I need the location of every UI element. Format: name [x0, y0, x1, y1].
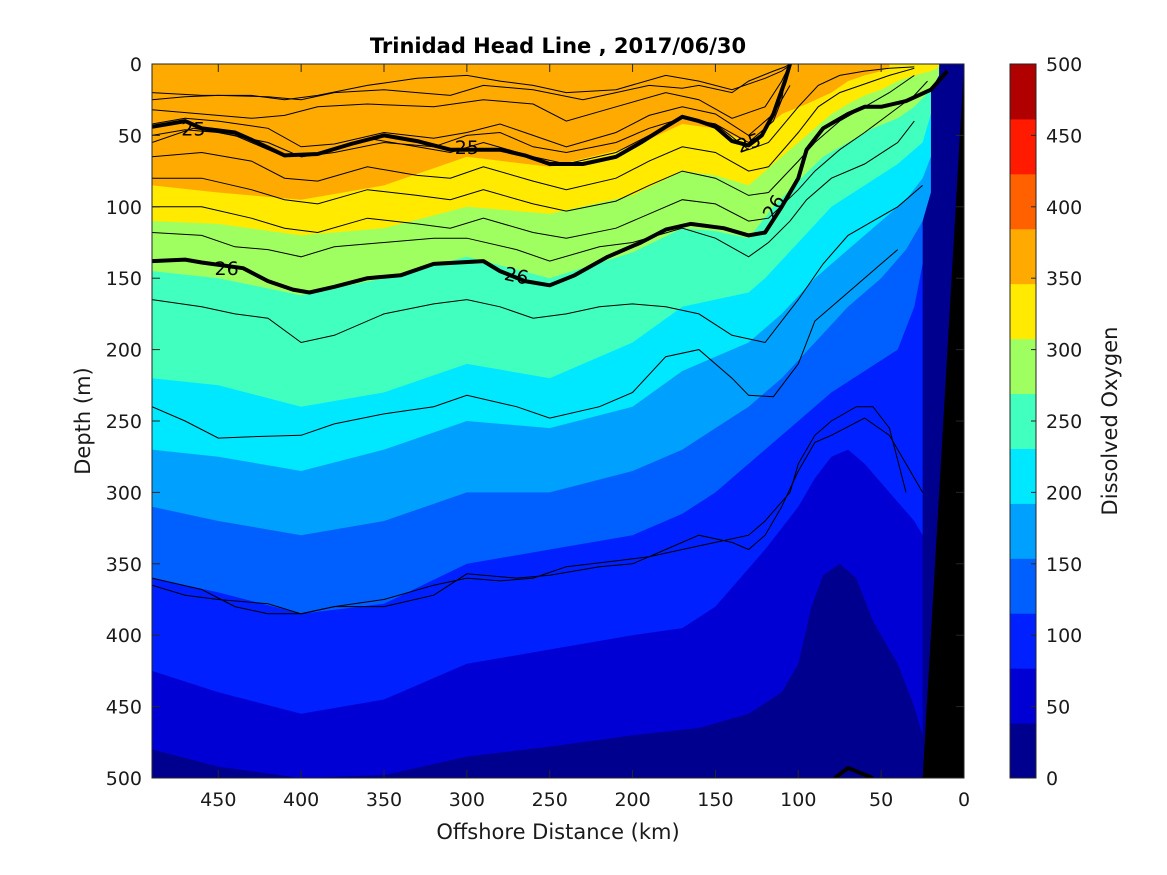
colorbar-block — [1010, 338, 1036, 395]
y-axis-ticks: 0 50 100 150 200 250 300 350 400 450 500 — [106, 54, 964, 790]
x-tick-label: 100 — [780, 789, 816, 811]
colorbar-block — [1010, 503, 1036, 559]
colorbar-block — [1010, 118, 1036, 175]
x-tick-label: 150 — [697, 789, 733, 811]
y-tick-label: 250 — [106, 411, 142, 433]
y-tick-label: 150 — [106, 268, 142, 290]
isopycnal-label: 25 — [181, 118, 205, 140]
density-contour — [152, 74, 915, 212]
isopycnal-label-group: 25 — [181, 118, 205, 140]
colorbar-ticks: 0 50 100 150 200 250 300 350 400 450 500 — [1031, 54, 1082, 790]
y-tick-label: 0 — [130, 54, 142, 76]
colorbar-block — [1010, 668, 1036, 724]
colorbar-tick-label: 150 — [1046, 554, 1082, 576]
isopycnal-26 — [152, 69, 949, 295]
oxygen-band-400 — [152, 64, 890, 200]
y-tick-label: 400 — [106, 625, 142, 647]
colorbar-block — [1010, 173, 1036, 230]
colorbar-tick-label: 350 — [1046, 268, 1082, 290]
x-tick-label: 350 — [366, 789, 402, 811]
colorbar-block — [1010, 723, 1036, 779]
y-tick-label: 500 — [106, 768, 142, 790]
bathymetry-wedge — [922, 64, 964, 778]
y-tick-label: 200 — [106, 340, 142, 362]
density-contour — [152, 249, 899, 439]
y-axis-label: Depth (m) — [71, 367, 95, 474]
colorbar-block — [1010, 613, 1036, 669]
colorbar-block — [1010, 448, 1036, 504]
density-contour — [152, 64, 791, 122]
colorbar-tick-label: 100 — [1046, 625, 1082, 647]
isopycnal-label: 26 — [215, 258, 239, 280]
colorbar-tick-label: 200 — [1046, 482, 1082, 504]
isopycnal-label: 26 — [502, 263, 530, 290]
isopycnal-label-group: 26 — [215, 258, 239, 280]
isopycnal-deep — [833, 766, 874, 778]
colorbar-blocks — [1010, 64, 1036, 779]
density-contour — [152, 64, 792, 101]
x-axis-label: Offshore Distance (km) — [436, 820, 679, 844]
density-contours — [152, 64, 928, 615]
density-contour — [152, 120, 915, 262]
isopycnal-label-group: 26 — [502, 263, 530, 290]
x-tick-label: 450 — [200, 789, 236, 811]
x-axis-ticks: 450 400 350 300 250 200 150 100 50 0 — [200, 64, 970, 811]
y-tick-label: 300 — [106, 482, 142, 504]
colorbar-tick-label: 450 — [1046, 125, 1082, 147]
y-tick-label: 100 — [106, 197, 142, 219]
density-contour — [152, 85, 791, 148]
y-tick-label: 350 — [106, 554, 142, 576]
y-tick-label: 50 — [118, 125, 142, 147]
x-tick-label: 0 — [958, 789, 970, 811]
isopycnal-label: 25 — [455, 137, 479, 159]
density-contour — [152, 64, 791, 101]
density-contour — [152, 185, 923, 344]
colorbar-block — [1010, 558, 1036, 614]
colorbar-tick-label: 400 — [1046, 197, 1082, 219]
density-contour — [152, 78, 786, 158]
x-tick-label: 300 — [449, 789, 485, 811]
isopycnal-contours — [152, 64, 949, 778]
colorbar-tick-label: 0 — [1046, 768, 1058, 790]
y-tick-label: 450 — [106, 697, 142, 719]
isopycnal-label-group: 25 — [455, 137, 479, 159]
colorbar-block — [1010, 64, 1036, 120]
x-tick-label: 200 — [614, 789, 650, 811]
isopycnal-25 — [152, 64, 792, 166]
colorbar-tick-label: 50 — [1046, 697, 1070, 719]
density-contour — [152, 67, 915, 191]
x-tick-label: 400 — [283, 789, 319, 811]
colorbar-label: Dissolved Oxygen — [1098, 327, 1122, 516]
density-contour — [152, 80, 928, 239]
chart-title: Trinidad Head Line , 2017/06/30 — [370, 34, 746, 58]
colorbar: 0 50 100 150 200 250 300 350 400 450 500 Dissolved… — [1009, 54, 1122, 790]
x-tick-label: 250 — [532, 789, 568, 811]
colorbar-block — [1010, 228, 1036, 285]
x-tick-label: 50 — [869, 789, 893, 811]
density-contour — [152, 406, 907, 615]
colorbar-tick-label: 250 — [1046, 411, 1082, 433]
colorbar-tick-label: 500 — [1046, 54, 1082, 76]
colorbar-tick-label: 300 — [1046, 340, 1082, 362]
colorbar-block — [1010, 283, 1036, 340]
